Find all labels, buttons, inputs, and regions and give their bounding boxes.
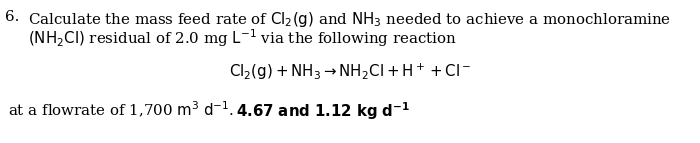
Text: 6.: 6. [5, 10, 20, 24]
Text: $\mathrm{Cl_2(g) + NH_3 \rightarrow NH_2Cl + H^+ + Cl^-}$: $\mathrm{Cl_2(g) + NH_3 \rightarrow NH_2… [229, 62, 471, 82]
Text: $\mathbf{4.67\ and\ 1.12\ kg\ d^{-1}}$: $\mathbf{4.67\ and\ 1.12\ kg\ d^{-1}}$ [236, 100, 410, 122]
Text: at a flowrate of 1,700 $\mathrm{m^3}$ $\mathrm{d^{-1}}$.: at a flowrate of 1,700 $\mathrm{m^3}$ $\… [8, 100, 236, 120]
Text: Calculate the mass feed rate of $\mathrm{Cl_2(g)}$ and $\mathrm{NH_3}$ needed to: Calculate the mass feed rate of $\mathrm… [28, 10, 671, 29]
Text: $\mathrm{(NH_2Cl)}$ residual of 2.0 mg $\mathrm{L^{-1}}$ via the following react: $\mathrm{(NH_2Cl)}$ residual of 2.0 mg $… [28, 27, 457, 49]
